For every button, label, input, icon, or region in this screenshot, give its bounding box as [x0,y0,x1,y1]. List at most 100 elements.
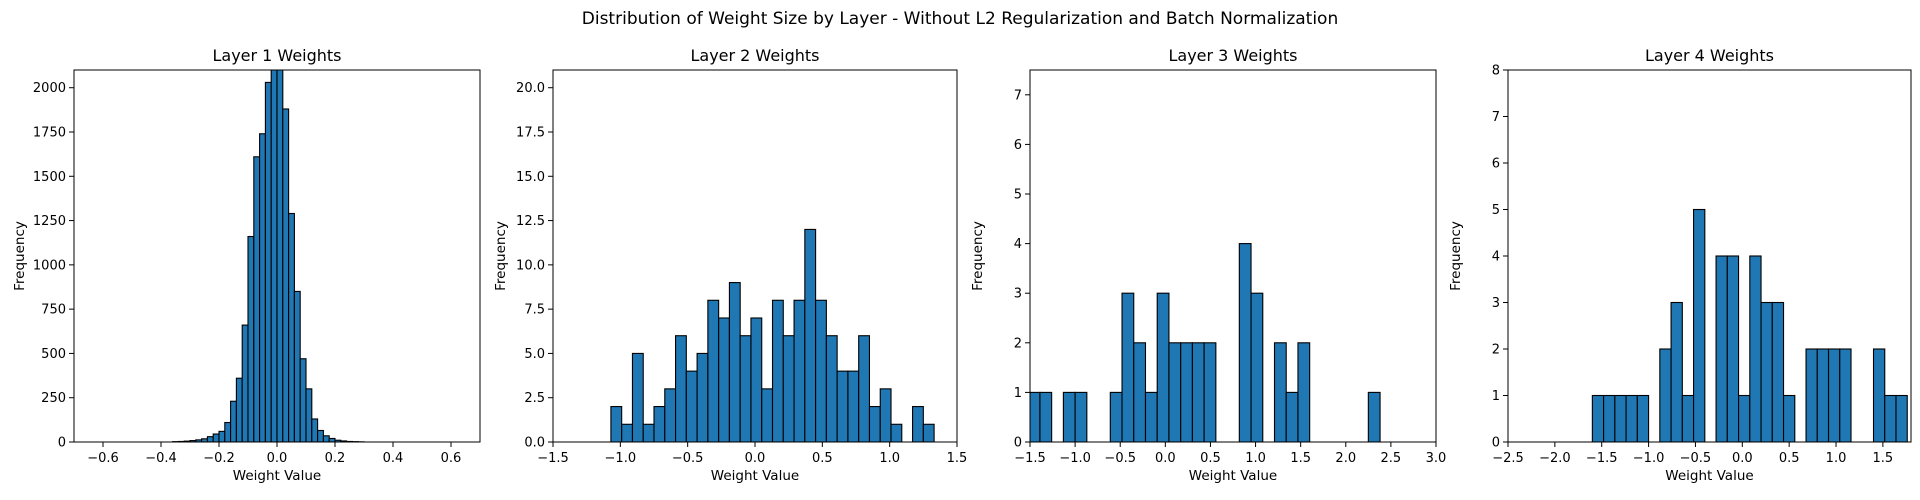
chart-3-y-tick-label: 0 [1014,436,1022,451]
chart-1-bar [247,235,255,442]
chart-2-bar [858,335,871,442]
chart-4-bar [1805,348,1818,442]
chart-4-y-tick-label: 2 [1492,343,1500,358]
chart-4-bar [1771,301,1785,442]
chart-2-y-tick-label: 7.5 [524,303,545,318]
chart-2-bar [621,423,634,442]
chart-4-bar [1839,348,1852,442]
chart-3-bar [1144,391,1158,442]
chart-3-y-tick-label: 3 [1014,287,1022,302]
chart-4-bars [1591,208,1908,442]
chart-2-bar [879,388,892,442]
chart-3-bar [1109,391,1123,442]
chart-1-bar [276,70,284,442]
figure-title: Distribution of Weight Size by Layer - W… [582,9,1338,29]
chart-4-y-axis-label: Frequency [1448,221,1464,291]
chart-2-y-tick-label: 5.0 [524,347,545,362]
chart-3-bar [1273,342,1287,442]
chart-4-bar [1872,348,1886,442]
chart-1-x-tick-label: 0.2 [325,451,346,466]
chart-1-bar [230,400,237,442]
chart-1-bar [259,133,266,442]
chart-2-title: Layer 2 Weights [690,46,819,65]
chart-2-y-axis-label: Frequency [493,221,509,291]
chart-4-title: Layer 4 Weights [1645,46,1774,65]
chart-2-bar [815,299,827,442]
chart-4-bar [1760,301,1773,442]
chart-4-bar [1614,394,1627,442]
chart-1-bar [264,81,272,442]
chart-3-bar [1285,391,1299,442]
chart-2-x-tick-label: −1.5 [537,451,569,466]
chart-3-bar [1367,391,1381,442]
chart-2-y-tick-label: 20.0 [516,81,545,96]
chart-1-y-tick-label: 1250 [33,214,66,229]
chart-2-x-axis-label: Weight Value [711,468,799,484]
chart-2-bar [631,352,644,442]
chart-1-bar [322,435,330,442]
chart-3-x-tick-label: 0.0 [1155,451,1176,466]
chart-1-bar [212,433,220,442]
chart-3-y-tick-label: 1 [1014,386,1022,401]
chart-3-plot-frame [1029,69,1437,443]
chart-3-x-tick-label: 2.0 [1335,451,1356,466]
chart-2-x-tick-label: 1.0 [879,451,900,466]
chart-4-bar [1738,394,1751,442]
chart-2-y-tick-label: 17.5 [516,126,545,141]
chart-3-y-tick-label: 4 [1014,237,1022,252]
chart-1-bar [224,421,232,442]
chart-4-bar [1636,394,1650,442]
chart-panel-3: −1.5 −1.0 −0.5 0.0 0.5 1.0 1.5 2.0 2.5 3.0 0 1 2 3 4 5 6… [970,46,1446,484]
chart-3-x-tick-label: 2.5 [1381,451,1402,466]
chart-2-bar [868,406,881,442]
chart-4-bar [1659,348,1672,442]
chart-2-bar [782,335,795,442]
chart-2-bars [610,228,935,442]
chart-4-bar [1827,348,1841,442]
chart-2-bar [912,406,924,442]
chart-4-bar [1591,394,1605,442]
chart-3-bar [1238,243,1252,442]
chart-3-x-tick-label: 3.0 [1426,451,1447,466]
chart-2-bar [922,423,935,442]
chart-2-bar [685,370,698,442]
chart-3-bar [1180,342,1193,442]
chart-4-y-tick-label: 6 [1492,157,1500,172]
chart-2-bar [739,335,752,442]
chart-1-bar [282,108,290,442]
chart-1-bar [235,377,243,442]
chart-1-bar [270,70,278,442]
chart-1-x-tick-label: −0.6 [87,451,119,466]
chart-4-y-tick-label: 0 [1492,436,1500,451]
chart-1-bar [288,212,295,442]
chart-2-y-tick-label: 0.0 [524,436,545,451]
chart-1-x-tick-label: −0.2 [203,451,235,466]
chart-4-bar [1749,255,1762,442]
chart-1-bar [206,436,214,442]
chart-4-y-tick-label: 7 [1492,110,1500,125]
chart-1-y-tick-label: 0 [58,436,66,451]
chart-3-bar [1203,342,1217,442]
chart-3-bar [1133,342,1147,442]
chart-2-bar [707,299,720,442]
chart-2-bar [890,423,903,442]
chart-3-x-tick-label: 0.5 [1200,451,1221,466]
chart-2-bar [793,299,806,442]
chart-4-x-tick-label: 0.0 [1732,451,1753,466]
chart-1-x-tick-label: 0.6 [441,451,462,466]
chart-3-x-axis-label: Weight Value [1189,468,1277,484]
chart-4-y-tick-label: 3 [1492,296,1500,311]
chart-1-bar [305,388,313,442]
chart-1-y-tick-label: 2000 [33,81,66,96]
chart-4-y-tick-label: 1 [1492,389,1500,404]
chart-4-y-tick-label: 5 [1492,203,1500,218]
chart-3-x-tick-label: −0.5 [1104,451,1136,466]
chart-3-x-tick-label: −1.0 [1059,451,1091,466]
chart-3-bar [1297,342,1311,442]
chart-1-y-tick-label: 1500 [33,170,66,185]
chart-1-title: Layer 1 Weights [212,46,341,65]
chart-3-title: Layer 3 Weights [1168,46,1297,65]
chart-1-x-tick-label: 0.0 [267,451,288,466]
chart-1-x-tick-label: −0.4 [145,451,177,466]
chart-2-bar [750,317,763,442]
